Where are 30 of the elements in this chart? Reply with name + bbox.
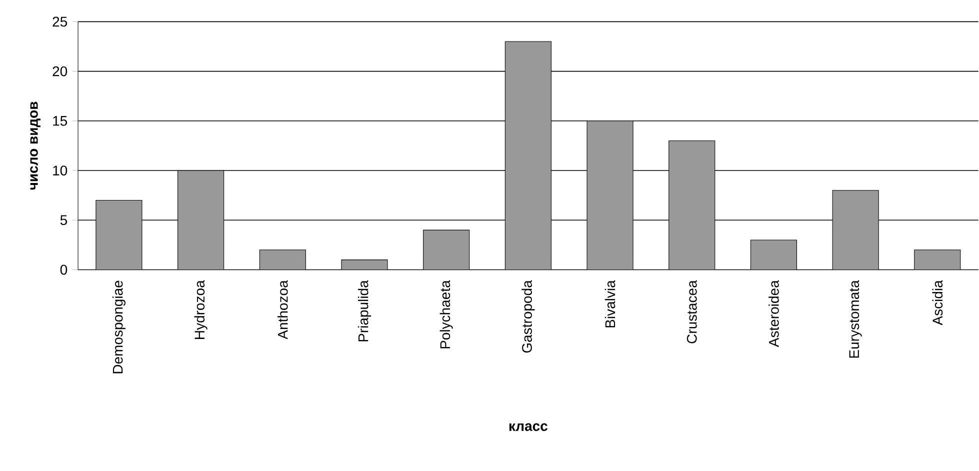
x-tick-label: Polychaeta — [440, 280, 453, 348]
y-tick-label: 5 — [60, 215, 68, 226]
x-tick-label: Eurystomata — [849, 280, 862, 358]
y-tick-label: 15 — [53, 116, 68, 126]
bar — [587, 120, 634, 270]
x-tick-label: Bivalvia — [604, 280, 616, 328]
bar — [668, 140, 715, 270]
bar — [750, 240, 797, 270]
x-tick-label: Hydrozoa — [194, 280, 208, 340]
y-axis-title: число видов — [30, 102, 41, 190]
y-tick-label: 25 — [52, 16, 68, 27]
x-axis-title: класс — [509, 423, 548, 432]
bar — [423, 230, 470, 270]
x-tick-label: Gastropoda — [522, 280, 535, 353]
x-tick-label: Crustacea — [686, 280, 697, 344]
x-tick-label: Demospongiae — [112, 280, 126, 374]
y-tick-label: 20 — [52, 66, 68, 76]
bar — [260, 250, 306, 270]
x-tick-label: Asteroidea — [768, 280, 779, 348]
x-tick-label: Anthozoa — [278, 280, 288, 340]
bar — [96, 200, 142, 270]
y-tick-label: 10 — [53, 166, 68, 176]
x-tick-label: Ascidia — [932, 280, 943, 326]
bar — [178, 170, 224, 270]
y-tick-label: 0 — [60, 264, 68, 275]
x-tick-label: Priapulida — [358, 280, 372, 342]
bar — [341, 260, 388, 270]
bar — [914, 250, 961, 270]
bar — [832, 190, 879, 270]
bar — [505, 42, 552, 270]
